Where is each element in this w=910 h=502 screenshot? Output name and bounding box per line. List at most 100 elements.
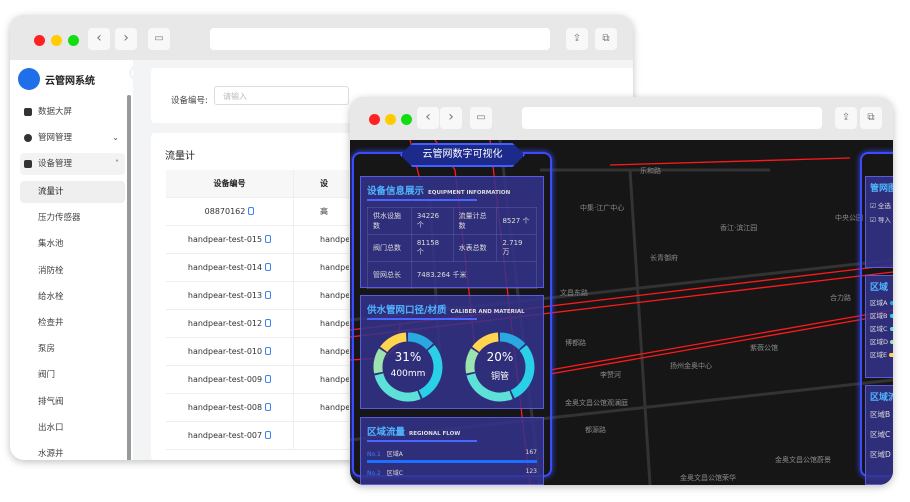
table-row: handpear-test-014 handpe: [166, 254, 349, 282]
map-label: 香江·滨江园: [720, 223, 757, 232]
submenu-item[interactable]: 流量计: [20, 181, 125, 203]
region-bar: [889, 327, 893, 331]
pipe-line: [549, 313, 893, 375]
copy-icon[interactable]: [265, 263, 272, 271]
back-button[interactable]: ‹: [88, 28, 110, 50]
share-icon[interactable]: ⇪: [566, 28, 588, 50]
menu-data-screen[interactable]: 数据大屏: [20, 101, 125, 123]
table-cell: handpe: [320, 319, 349, 328]
device-id-cell: 08870162: [166, 198, 294, 225]
donut-label: 400mm: [390, 369, 426, 379]
label: 阀门总数: [367, 234, 412, 262]
equipment-table: 供水设施数 34226 个流量计总数 8527 个 阀门总数 81158 个水表总数 2…: [367, 207, 538, 289]
title-underline: [367, 440, 477, 442]
title-underline: [367, 199, 477, 201]
device-id-cell: handpear-test-007: [166, 422, 294, 449]
value: 81158 个: [410, 234, 454, 262]
check-import[interactable]: ☑ 导入: [870, 216, 891, 224]
table-cell: handpe: [320, 375, 349, 384]
table-row: handpear-test-009 handpe: [166, 366, 349, 394]
address-bar[interactable]: [522, 107, 822, 129]
copy-icon[interactable]: [248, 207, 255, 215]
submenu-item[interactable]: 集水池: [38, 239, 64, 250]
donut-chart: [373, 332, 443, 402]
close-button[interactable]: [34, 35, 45, 46]
chart-icon: [24, 108, 32, 116]
submenu-item[interactable]: 泵房: [38, 344, 56, 355]
region-name: 区域E: [870, 351, 888, 359]
table-cell: handpe: [320, 403, 349, 412]
sidebar-toggle-icon[interactable]: ▭: [470, 107, 492, 129]
sidebar-toggle-icon[interactable]: ▭: [148, 28, 170, 50]
table-row: handpear-test-007: [166, 422, 349, 450]
copy-icon[interactable]: [265, 403, 272, 411]
region-name: 区域D: [870, 338, 889, 346]
copy-icon[interactable]: [265, 375, 272, 383]
label: 管网总长: [367, 261, 412, 289]
tabs-icon[interactable]: ⧉: [860, 107, 882, 129]
region-flow-item: 区域B: [870, 410, 891, 419]
submenu-item[interactable]: 压力传感器: [38, 213, 81, 224]
menu-device-management[interactable]: 设备管理 ˄: [20, 153, 125, 175]
dashboard-window: ‹ › ▭ ⇪ ⧉ 乐和路 中集·江广中心 香江·滨江园 中央公园 长青御府 文昌东路 合力…: [350, 97, 893, 485]
address-bar[interactable]: [210, 28, 550, 50]
copy-icon[interactable]: [265, 319, 272, 327]
map-label: 中集·江广中心: [580, 203, 624, 212]
table-cell: handpe: [320, 291, 349, 300]
region-name: 区域B: [870, 312, 888, 320]
copy-icon[interactable]: [265, 291, 272, 299]
donut-segment: [418, 345, 443, 399]
map-label: 扬州金奥中心: [670, 361, 712, 370]
submenu-item[interactable]: 排气阀: [38, 396, 64, 407]
device-id-input[interactable]: 请输入: [214, 86, 349, 105]
flow-item: No.2 区域C 123: [367, 468, 537, 477]
minimize-button[interactable]: [385, 114, 396, 125]
maximize-button[interactable]: [68, 35, 79, 46]
map-label: 紫薇公馆: [750, 343, 778, 352]
flow-item: No.1 区域A 167: [367, 449, 537, 458]
back-button[interactable]: ‹: [417, 107, 439, 129]
layer-title: 管网图: [870, 184, 893, 194]
forward-button[interactable]: ›: [115, 28, 137, 50]
device-id: handpear-test-012: [187, 319, 263, 328]
device-id-cell: handpear-test-010: [166, 338, 294, 365]
maximize-button[interactable]: [401, 114, 412, 125]
donut-segment: [373, 348, 387, 374]
table-row: handpear-test-012 handpe: [166, 310, 349, 338]
minimize-button[interactable]: [51, 35, 62, 46]
label: 供水设施数: [367, 207, 412, 235]
card-title: 流量计: [165, 151, 195, 162]
map-label: 文昌东路: [560, 288, 588, 297]
region-flow-item: 区域C: [870, 430, 891, 439]
copy-icon[interactable]: [265, 347, 272, 355]
submenu-item[interactable]: 阀门: [38, 370, 56, 381]
tabs-icon[interactable]: ⧉: [595, 28, 617, 50]
share-icon[interactable]: ⇪: [835, 107, 857, 129]
device-icon: [24, 160, 32, 168]
logo: [18, 68, 40, 90]
submenu-item[interactable]: 水源井: [38, 449, 64, 459]
equipment-title: 设备信息展示: [367, 186, 425, 197]
submenu-item[interactable]: 检查井: [38, 318, 64, 328]
copy-icon[interactable]: [265, 235, 272, 243]
forward-button[interactable]: ›: [440, 107, 462, 129]
region-title: 区域: [870, 283, 889, 293]
device-id-cell: handpear-test-014: [166, 254, 294, 281]
copy-icon[interactable]: [265, 431, 272, 439]
map-label: 李赞河: [600, 370, 621, 379]
label: 水表总数: [452, 234, 498, 262]
menu-pipe-management[interactable]: 管网管理 ⌄: [20, 127, 125, 149]
sidebar-scrollbar[interactable]: [127, 95, 131, 460]
map-label: 中央公园: [835, 213, 863, 222]
table-cell: [294, 422, 349, 449]
title-underline: [367, 318, 477, 320]
close-button[interactable]: [369, 114, 380, 125]
submenu-item[interactable]: 消防栓: [38, 265, 64, 276]
check-all[interactable]: ☑ 全选: [870, 202, 891, 210]
map-label: 合力路: [830, 293, 851, 302]
submenu-item[interactable]: 出水口: [38, 422, 64, 433]
submenu-item[interactable]: 给水栓: [38, 291, 64, 302]
device-id: handpear-test-013: [187, 291, 263, 300]
flow-bar: [367, 460, 537, 463]
app-name: 云管网系统: [45, 76, 95, 87]
